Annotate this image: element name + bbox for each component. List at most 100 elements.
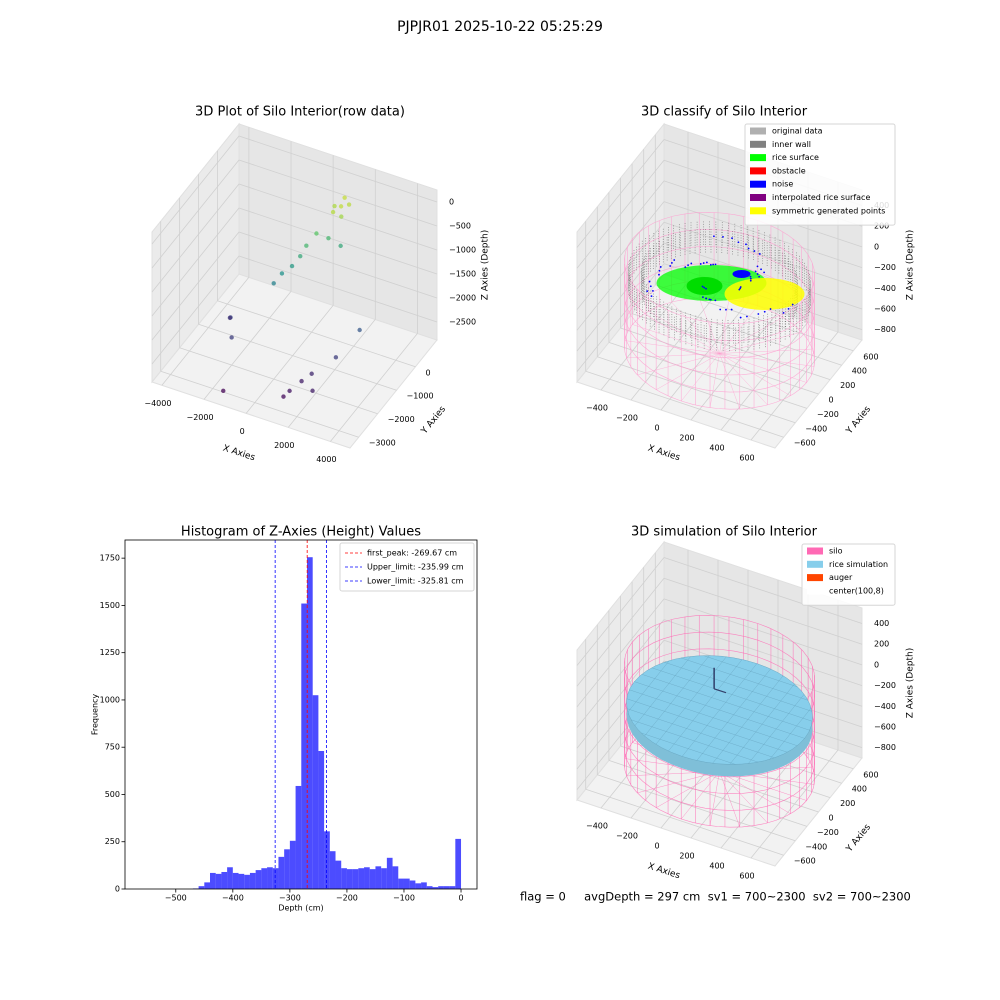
noise-dot: [747, 247, 750, 250]
y-tick-label: 0: [425, 368, 430, 377]
y-tick-label: 200: [840, 799, 855, 808]
silo-floor-spoke: [656, 353, 720, 390]
legend-label: symmetric generated points: [772, 206, 885, 215]
histogram-bar: [227, 867, 233, 889]
y-tick-label: 1500: [100, 601, 120, 610]
silo-floor-spoke: [719, 305, 758, 354]
noise-dot: [648, 280, 651, 283]
z-tick-label: −200: [874, 263, 896, 272]
noise-dot: [687, 264, 689, 267]
data-point: [304, 243, 309, 248]
noise-dot: [782, 311, 785, 314]
histogram-bar: [249, 872, 256, 889]
silo-floor-spoke: [681, 353, 720, 402]
noise-dot: [758, 253, 761, 255]
grid-line: [151, 183, 240, 293]
noise-dot: [719, 308, 722, 311]
noise-dot: [658, 273, 660, 276]
x-axis-label: Depth (cm): [278, 904, 323, 913]
legend-label: Lower_limit: -325.81 cm: [367, 577, 464, 586]
noise-dot: [669, 265, 672, 267]
histogram-bar: [306, 557, 313, 889]
grid-line: [161, 277, 250, 386]
y-tick-label: 600: [863, 770, 878, 779]
histogram-bar: [432, 887, 439, 889]
grid-line: [608, 760, 808, 827]
legend-label: rice simulation: [829, 560, 888, 569]
noise-dot: [709, 263, 712, 266]
x-tick-label: −2000: [186, 413, 213, 422]
silo-floor-spoke: [719, 299, 730, 354]
rice-mesh: [703, 655, 798, 688]
y-tick-label: 0: [829, 814, 834, 823]
grid-line: [160, 370, 359, 438]
silo-floor-spoke: [719, 771, 740, 828]
silo-floor-spoke: [719, 348, 813, 354]
noise-dot: [749, 275, 752, 278]
grid-line: [576, 139, 665, 248]
y-tick-label: −1000: [407, 392, 434, 401]
silo-floor-spoke: [719, 317, 783, 354]
grid-line: [576, 598, 665, 708]
legend-label: center(100,8): [829, 586, 884, 595]
legend-box: [744, 123, 896, 226]
noise-dot: [738, 288, 741, 291]
noise-dot: [702, 262, 705, 264]
panel-simulation: −400 −200 0 200 400 600 −600 −400 −200 0 200 400 600…: [576, 525, 916, 881]
grid-line: [245, 305, 334, 414]
y-tick-label: 500: [105, 790, 120, 799]
z-tick-label: 200: [874, 222, 889, 231]
z-tick-label: −1500: [449, 270, 476, 279]
histogram-bar: [421, 882, 427, 889]
data-point: [289, 263, 295, 269]
grid-line: [238, 231, 438, 299]
y-tick-label: 1000: [100, 695, 120, 704]
rice-mesh: [680, 657, 808, 701]
z-axis-label: Z Axies (Depth): [906, 230, 916, 301]
silo-floor-spoke: [637, 771, 720, 794]
noise-dot: [708, 298, 711, 301]
noise-dot: [758, 275, 760, 278]
noise-dot: [705, 287, 707, 290]
pane-back: [238, 123, 438, 341]
data-point: [229, 335, 234, 340]
data-point: [326, 235, 331, 241]
noise-dot: [703, 286, 706, 289]
z-tick-label: −1000: [449, 246, 476, 255]
noise-dot: [791, 303, 794, 306]
y-tick-label: 600: [863, 352, 878, 361]
noise-dot: [646, 290, 649, 293]
silo-floor-spoke: [656, 771, 720, 808]
noise-dot: [673, 259, 676, 261]
grid-line: [151, 159, 240, 269]
noise-dot: [756, 265, 759, 268]
data-point: [338, 243, 343, 249]
grid-line: [330, 333, 418, 442]
legend-swatch: [750, 207, 766, 215]
grid-line: [576, 619, 665, 728]
silo-floor-spoke: [671, 301, 720, 354]
noise-dot: [684, 266, 687, 269]
x-tick-label: −4000: [144, 399, 171, 408]
grid-line: [643, 298, 842, 366]
histogram-bar: [267, 867, 273, 889]
y-tick-label: 0: [115, 885, 120, 894]
silo-floor-spoke: [709, 353, 720, 408]
x-tick-label: −200: [616, 414, 638, 423]
y-tick-label: −400: [805, 424, 827, 433]
histogram-bar: [232, 872, 239, 889]
y-tick-label: −600: [794, 439, 816, 448]
rice-mesh: [696, 668, 771, 761]
silo-floor-spoke: [719, 353, 740, 410]
rice-surface-core: [686, 277, 723, 295]
histogram-bar: [318, 750, 325, 889]
histogram-bar: [358, 868, 365, 889]
panel-title: 3D Plot of Silo Interior(row data): [195, 105, 405, 120]
histogram-bar: [198, 886, 205, 889]
data-point: [346, 202, 352, 207]
silo-floor-spoke: [719, 771, 768, 824]
grid-line: [576, 577, 665, 687]
noise-dot: [769, 308, 772, 310]
data-point: [333, 355, 339, 360]
y-tick-label: 750: [105, 743, 120, 752]
